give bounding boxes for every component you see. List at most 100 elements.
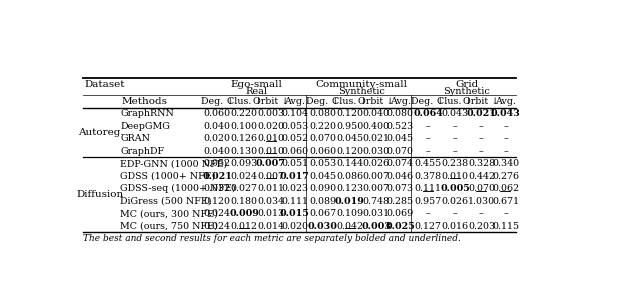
Text: EDP-GNN (1000 NFE): EDP-GNN (1000 NFE) <box>120 159 228 168</box>
Text: 0.034: 0.034 <box>257 197 284 206</box>
Text: 0.111: 0.111 <box>415 184 442 193</box>
Text: 0.950: 0.950 <box>336 122 364 131</box>
Text: 0.340: 0.340 <box>492 159 519 168</box>
Text: –: – <box>479 122 484 131</box>
Text: 0.023: 0.023 <box>281 184 308 193</box>
Text: 0.024: 0.024 <box>204 209 230 218</box>
Text: 0.127: 0.127 <box>415 222 442 230</box>
Text: 0.060: 0.060 <box>204 109 231 118</box>
Text: 0.020: 0.020 <box>204 134 230 143</box>
Text: Synthetic: Synthetic <box>444 87 490 96</box>
Text: GDSS (1000+ NFE): GDSS (1000+ NFE) <box>120 172 216 181</box>
Text: 0.045: 0.045 <box>309 172 336 181</box>
Text: 0.021: 0.021 <box>467 109 497 118</box>
Text: MC (ours, 750 NFE): MC (ours, 750 NFE) <box>120 222 218 230</box>
Text: 0.053: 0.053 <box>281 122 308 131</box>
Text: 0.089: 0.089 <box>309 197 336 206</box>
Text: 0.090: 0.090 <box>309 184 336 193</box>
Text: 0.012: 0.012 <box>231 222 258 230</box>
Text: Dataset: Dataset <box>84 80 125 89</box>
Text: 0.080: 0.080 <box>387 109 413 118</box>
Text: Clus. ↓: Clus. ↓ <box>332 96 367 106</box>
Text: 0.010: 0.010 <box>257 147 284 156</box>
Text: 0.040: 0.040 <box>204 122 230 131</box>
Text: Community-small: Community-small <box>316 80 407 89</box>
Text: Orbit ↓: Orbit ↓ <box>253 96 289 106</box>
Text: 0.070: 0.070 <box>387 147 413 156</box>
Text: 0.051: 0.051 <box>281 159 308 168</box>
Text: 0.043: 0.043 <box>442 109 468 118</box>
Text: 0.203: 0.203 <box>468 222 495 230</box>
Text: 0.748: 0.748 <box>362 197 390 206</box>
Text: 0.070: 0.070 <box>309 134 336 143</box>
Text: Clus. ↓: Clus. ↓ <box>437 96 473 106</box>
Text: 0.080: 0.080 <box>309 109 336 118</box>
Text: 0.285: 0.285 <box>387 197 413 206</box>
Text: 0.220: 0.220 <box>309 122 336 131</box>
Text: –: – <box>452 209 458 218</box>
Text: Deg. ↓: Deg. ↓ <box>412 96 445 106</box>
Text: 0.060: 0.060 <box>309 147 336 156</box>
Text: 0.957: 0.957 <box>414 197 442 206</box>
Text: 0.042: 0.042 <box>336 222 364 230</box>
Text: 0.010: 0.010 <box>257 134 284 143</box>
Text: 0.073: 0.073 <box>387 184 413 193</box>
Text: 0.180: 0.180 <box>231 197 258 206</box>
Text: 0.064: 0.064 <box>413 109 443 118</box>
Text: 0.007: 0.007 <box>257 172 284 181</box>
Text: 0.016: 0.016 <box>442 222 468 230</box>
Text: 0.220: 0.220 <box>231 109 258 118</box>
Text: 0.052: 0.052 <box>281 134 308 143</box>
Text: 0.328: 0.328 <box>468 159 495 168</box>
Text: 0.045: 0.045 <box>336 134 364 143</box>
Text: 0.062: 0.062 <box>492 184 519 193</box>
Text: Orbit ↓: Orbit ↓ <box>358 96 394 106</box>
Text: 0.010: 0.010 <box>442 172 468 181</box>
Text: GDSS-seq (1000+ NFE): GDSS-seq (1000+ NFE) <box>120 184 236 193</box>
Text: Methods: Methods <box>121 96 167 106</box>
Text: 0.020: 0.020 <box>257 122 284 131</box>
Text: 0.015: 0.015 <box>280 209 310 218</box>
Text: –: – <box>426 134 430 143</box>
Text: GraphDF: GraphDF <box>120 147 164 156</box>
Text: 0.120: 0.120 <box>204 197 230 206</box>
Text: 0.671: 0.671 <box>492 197 519 206</box>
Text: 0.030: 0.030 <box>308 222 337 230</box>
Text: Orbit ↓: Orbit ↓ <box>463 96 499 106</box>
Text: 0.011: 0.011 <box>257 184 284 193</box>
Text: 0.455: 0.455 <box>414 159 442 168</box>
Text: 0.007: 0.007 <box>362 172 390 181</box>
Text: 0.238: 0.238 <box>442 159 468 168</box>
Text: 0.126: 0.126 <box>231 134 258 143</box>
Text: 1.030: 1.030 <box>468 197 495 206</box>
Text: 0.026: 0.026 <box>362 159 390 168</box>
Text: Synthetic: Synthetic <box>338 87 385 96</box>
Text: Avg.: Avg. <box>390 96 411 106</box>
Text: 0.024: 0.024 <box>231 172 258 181</box>
Text: DiGress (500 NFE): DiGress (500 NFE) <box>120 197 212 206</box>
Text: –: – <box>426 209 430 218</box>
Text: 0.040: 0.040 <box>362 109 390 118</box>
Text: 0.074: 0.074 <box>387 159 413 168</box>
Text: 0.013: 0.013 <box>257 209 284 218</box>
Text: 0.040: 0.040 <box>204 147 230 156</box>
Text: 0.144: 0.144 <box>336 159 364 168</box>
Text: 0.014: 0.014 <box>257 222 284 230</box>
Text: Diffusion: Diffusion <box>77 190 124 199</box>
Text: –: – <box>503 209 508 218</box>
Text: –: – <box>426 122 430 131</box>
Text: 0.100: 0.100 <box>231 122 258 131</box>
Text: 0.120: 0.120 <box>336 147 364 156</box>
Text: 0.093: 0.093 <box>230 159 258 168</box>
Text: 0.005: 0.005 <box>440 184 470 193</box>
Text: 0.378: 0.378 <box>415 172 442 181</box>
Text: –: – <box>479 134 484 143</box>
Text: 0.120: 0.120 <box>336 109 364 118</box>
Text: Ego-small: Ego-small <box>230 80 282 89</box>
Text: 0.030: 0.030 <box>362 147 390 156</box>
Text: 0.130: 0.130 <box>231 147 258 156</box>
Text: 0.086: 0.086 <box>336 172 364 181</box>
Text: 0.070: 0.070 <box>468 184 495 193</box>
Text: –: – <box>479 147 484 156</box>
Text: 0.021: 0.021 <box>362 134 390 143</box>
